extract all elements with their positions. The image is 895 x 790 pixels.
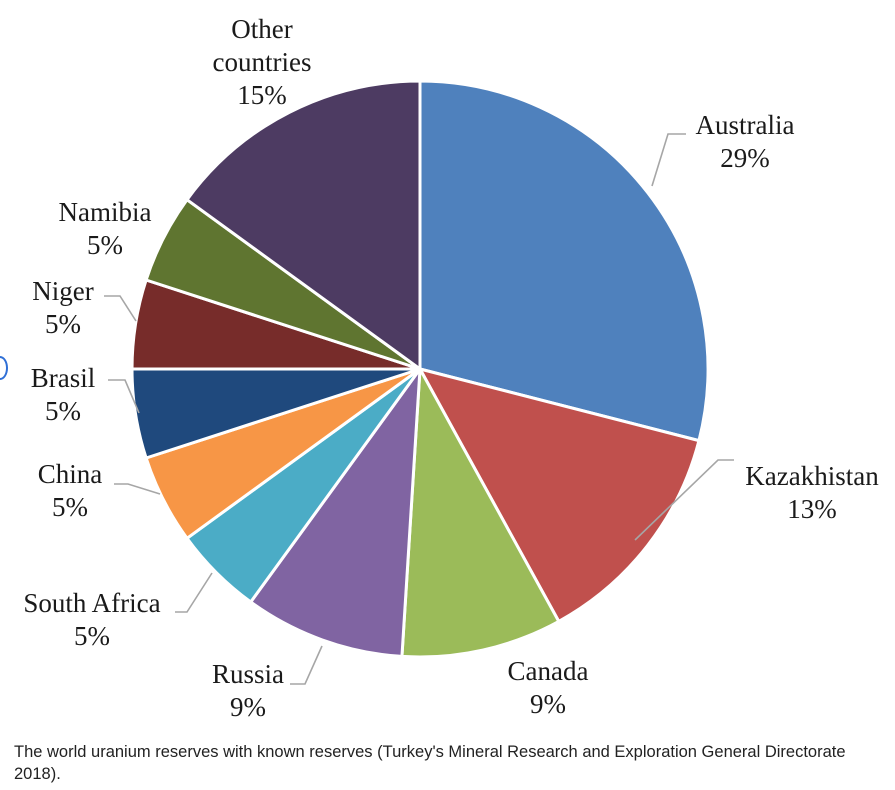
slice-percent: 5%	[45, 309, 81, 339]
slice-label: South Africa 5%	[23, 588, 160, 651]
slice-name: Brasil	[31, 363, 96, 393]
leader-lines	[104, 133, 734, 685]
slice-name: Namibia	[59, 197, 152, 227]
slice-name: Australia	[696, 110, 795, 140]
leader-line	[651, 133, 686, 187]
slice-labels: Australia 29%Kazakhistan 13%Canada 9%Russia…	[23, 14, 879, 722]
slice-label: Canada 9%	[508, 656, 589, 719]
pie-slice-other-countries	[185, 79, 422, 371]
pie-chart: Australia 29%Kazakhistan 13%Canada 9%Russia…	[23, 14, 879, 722]
slice-percent: 5%	[52, 492, 88, 522]
slice-name: Russia	[212, 659, 284, 689]
slice-percent: 9%	[530, 689, 566, 719]
leader-line	[108, 379, 140, 414]
pie-slice-australia	[418, 79, 710, 443]
leader-line	[290, 645, 323, 685]
slice-label: Niger 5%	[32, 276, 93, 339]
slice-percent: 29%	[720, 143, 770, 173]
slice-label: China 5%	[38, 459, 103, 522]
slice-label: Other countries 15%	[213, 14, 312, 110]
leader-line	[175, 572, 213, 613]
slice-percent: 5%	[87, 230, 123, 260]
leader-line	[114, 483, 161, 495]
slice-percent: 9%	[230, 692, 266, 722]
pie-slices	[130, 79, 710, 659]
slice-name: countries	[213, 47, 312, 77]
slice-name: Other	[231, 14, 292, 44]
slice-percent: 5%	[45, 396, 81, 426]
slice-percent: 5%	[74, 621, 110, 651]
slice-label: Russia 9%	[212, 659, 284, 722]
leader-line	[104, 295, 137, 322]
slice-name: Niger	[32, 276, 93, 306]
slice-label: Kazakhistan 13%	[745, 461, 879, 524]
slice-name: South Africa	[23, 588, 160, 618]
pie-slice-kazakhistan	[418, 367, 701, 623]
slice-label: Australia 29%	[696, 110, 795, 173]
pie-slice-canada	[400, 367, 561, 659]
pie-slice-russia	[249, 367, 422, 658]
slice-percent: 15%	[237, 80, 287, 110]
slice-name: China	[38, 459, 103, 489]
slice-percent: 13%	[787, 494, 837, 524]
slice-name: Kazakhistan	[745, 461, 879, 491]
slice-name: Canada	[508, 656, 589, 686]
figure-caption: The world uranium reserves with known re…	[14, 743, 846, 783]
leader-line	[634, 459, 734, 541]
slice-label: Namibia 5%	[59, 197, 152, 260]
slice-label: Brasil 5%	[31, 363, 96, 426]
